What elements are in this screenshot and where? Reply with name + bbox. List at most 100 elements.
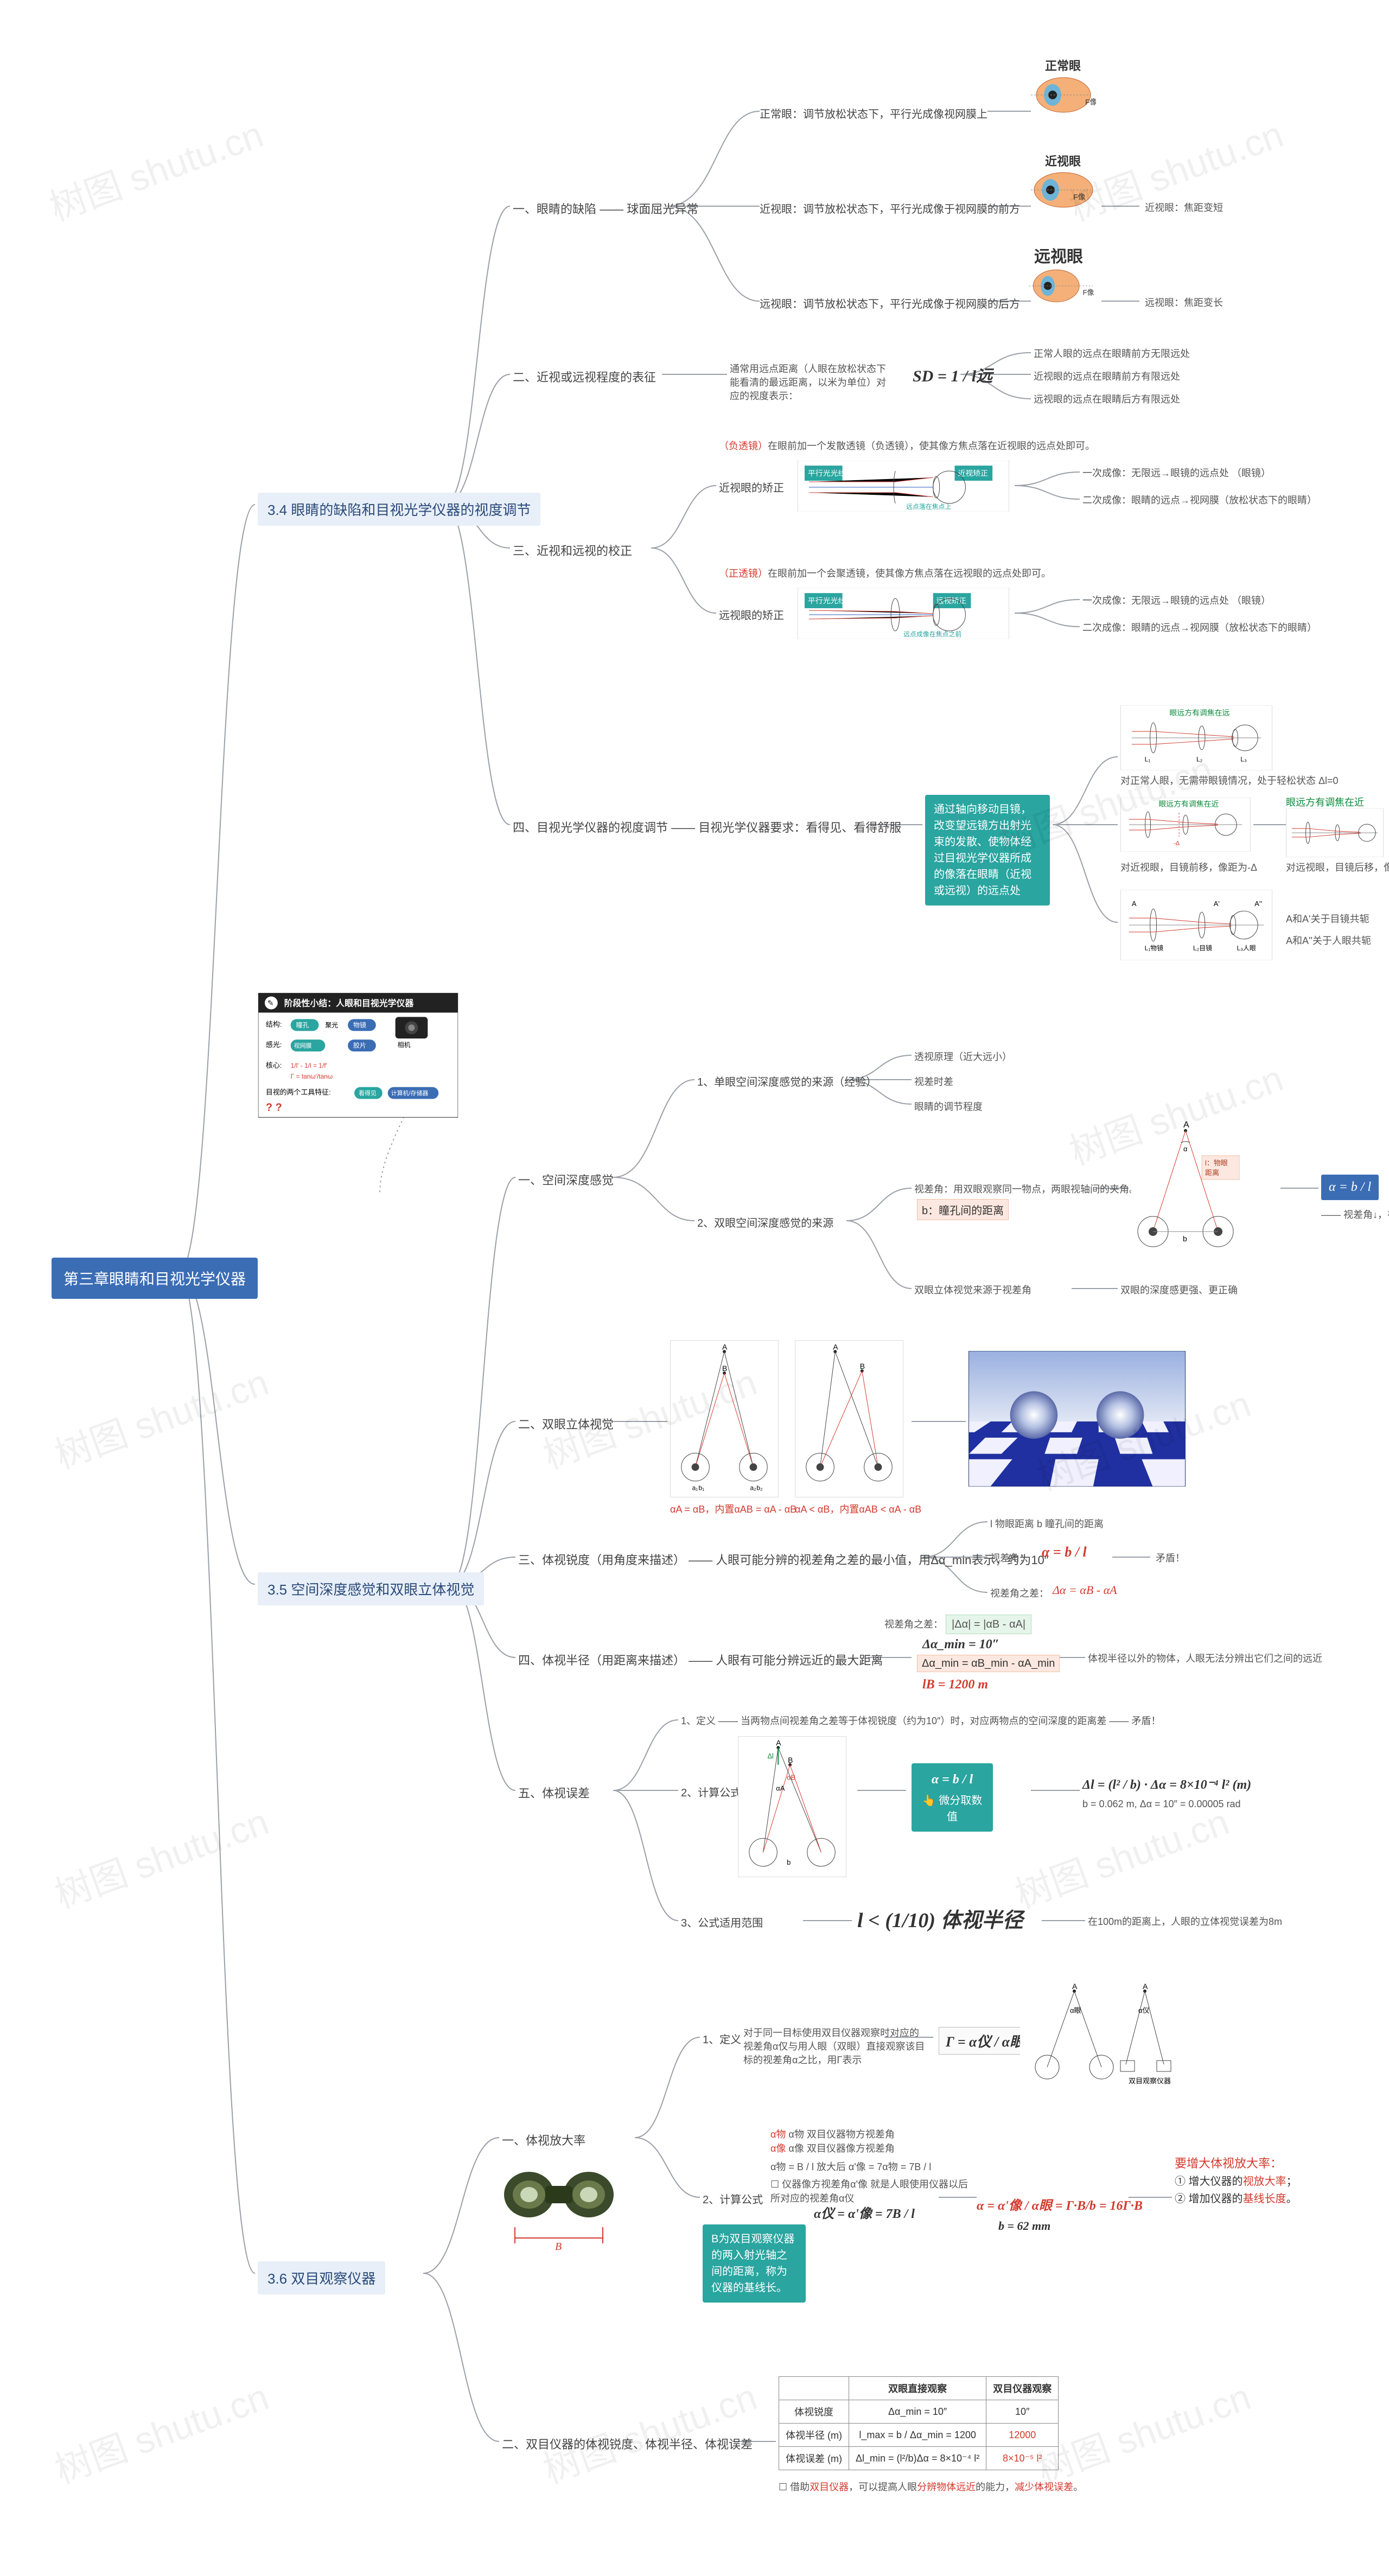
s36-i2-foot: ☐ 借助双目仪器，可以提高人眼分辨物体远近的能力，减少体视误差。 xyxy=(779,2479,1083,2494)
svg-text:A: A xyxy=(722,1342,728,1351)
s34-i3a-n1: 一次成像：无限远→眼镜的远点处 （眼镜） xyxy=(1082,466,1271,480)
s35-i1a-n1: 透视原理（近大远小） xyxy=(914,1049,1012,1063)
s36-i1-2: 2、计算公式 xyxy=(703,2191,763,2207)
svg-text:近视矫正: 近视矫正 xyxy=(958,469,988,477)
svg-text:相机: 相机 xyxy=(398,1041,411,1049)
s35-i1b-n2: 双眼立体视觉来源于视差角 xyxy=(914,1283,1031,1297)
i4-diagram-2: 眼远方有调焦在近-Δ xyxy=(1120,798,1251,852)
svg-text:? ?: ? ? xyxy=(266,1101,282,1113)
svg-text:L₃: L₃ xyxy=(1240,756,1247,763)
svg-text:看得见: 看得见 xyxy=(359,1089,377,1097)
s34-i2-n3: 远视眼的远点在眼睛后方有限远处 xyxy=(1034,392,1180,406)
s35-i3-n3: 视差角之差： xyxy=(990,1586,1049,1600)
svg-text:远点落在焦点上: 远点落在焦点上 xyxy=(906,503,952,511)
svg-text:F像: F像 xyxy=(1085,98,1096,106)
svg-text:b: b xyxy=(1183,1234,1187,1243)
svg-text:平行光光线: 平行光光线 xyxy=(808,596,846,605)
svg-text:α仪: α仪 xyxy=(1138,2006,1150,2014)
s34-i3b-n1: 一次成像：无限远→眼镜的远点处 （眼镜） xyxy=(1082,593,1271,607)
i4-diagram-2b xyxy=(1286,808,1384,857)
i4-diagram-3: AA'A''L₁物镜L₂目镜L₃人眼 xyxy=(1120,890,1272,960)
svg-text:核心:: 核心: xyxy=(266,1061,282,1069)
s35-i1a-n3: 眼睛的调节程度 xyxy=(914,1099,983,1113)
svg-text:远点成像在焦点之前: 远点成像在焦点之前 xyxy=(903,630,961,638)
s35-i1: 一、空间深度感觉 xyxy=(518,1171,614,1188)
svg-text:L₁物镜: L₁物镜 xyxy=(1145,945,1164,952)
s35-i3: 三、体视锐度（用角度来描述） —— 人眼可能分辨的视差角之差的最小值，用Δα_m… xyxy=(518,1551,1049,1568)
svg-text:A: A xyxy=(1132,900,1137,908)
svg-text:平行光光线: 平行光光线 xyxy=(808,469,846,477)
s34-i2-sd: SD = 1 / l远 xyxy=(913,362,992,386)
s36-i1-2-r: α = α'像 / α眼 = Γ·B/b = 16Γ·B xyxy=(977,2195,1143,2214)
s35-i4-t3: Δα_min = αB_min - αA_min xyxy=(917,1656,1060,1670)
svg-text:B: B xyxy=(555,2241,562,2253)
s36-i1-2-tip: B为双目观察仪器的两入射光轴之间的距离，称为仪器的基线长。 xyxy=(703,2224,806,2303)
s36-i2: 二、双目仪器的体视锐度、体视半径、体视误差 xyxy=(502,2435,753,2452)
s35-i3-n1: l 物眼距离 b 瞳孔间的距离 xyxy=(990,1516,1104,1531)
stereo-diag-2: A B xyxy=(795,1340,903,1497)
s35-i4-note: 体视半径以外的物体，人眼无法分辨出它们之间的远近 xyxy=(1088,1651,1322,1665)
s34-i3a-n2: 二次成像：眼睛的远点→视网膜（放松状态下的眼睛） xyxy=(1082,493,1317,507)
svg-text:Γ = tanω'/tanω: Γ = tanω'/tanω xyxy=(291,1073,333,1080)
s35-i2-cap1: αA = αB，内置αAB = αA - αB xyxy=(670,1502,779,1516)
root-node: 第三章眼睛和目视光学仪器 xyxy=(52,1258,258,1299)
svg-text:b₁: b₁ xyxy=(698,1484,704,1492)
svg-text:B: B xyxy=(860,1362,865,1370)
s35-i4-t4: lB = 1200 m xyxy=(922,1678,988,1692)
svg-text:视网膜: 视网膜 xyxy=(294,1042,312,1049)
s36-i1-2-b: b = 62 mm xyxy=(998,2219,1050,2233)
s34-i2-desc: 通常用远点距离（人眼在放松状态下能看清的最远距离，以米为单位）对应的视度表示： xyxy=(730,362,893,404)
svg-text:双目观察仪器: 双目观察仪器 xyxy=(1129,2077,1171,2085)
s35-i1a-n2: 视差时差 xyxy=(914,1074,953,1088)
s35-i1b-done: —— 视差角↓，视差角↓，物体距离远 xyxy=(1321,1207,1389,1221)
s36-i1-2-f: α仪 = α'像 = 7B / l xyxy=(814,2203,915,2222)
i4-r1b: 对正常人眼，无需带眼镜情况，处于轻松状态 Δl=0 xyxy=(1120,773,1339,787)
s36-i1-1-f: Γ = α仪 / α眼 xyxy=(939,2027,1031,2055)
svg-text:瞳孔: 瞳孔 xyxy=(296,1021,309,1029)
svg-text:B: B xyxy=(722,1364,727,1373)
svg-text:a₂: a₂ xyxy=(750,1484,757,1492)
stereo-render xyxy=(969,1351,1186,1487)
svg-text:计算机/存储器: 计算机/存储器 xyxy=(391,1089,429,1097)
s34-i3a-tip: （负透镜）在眼前加一个发散透镜（负透镜），使其像方焦点落在近视眼的远点处即可。 xyxy=(719,438,1095,452)
s35-i5-3-note: 在100m的距离上，人眼的立体视觉误差为8m xyxy=(1088,1914,1282,1928)
svg-text:物镜: 物镜 xyxy=(353,1021,366,1029)
svg-text:b₂: b₂ xyxy=(756,1484,763,1492)
svg-text:l：物眼: l：物眼 xyxy=(1205,1159,1228,1167)
section-36: 3.6 双目观察仪器 xyxy=(258,2261,385,2294)
svg-text:阶段性小结：人眼和目视光学仪器: 阶段性小结：人眼和目视光学仪器 xyxy=(284,998,415,1008)
svg-text:眼远方有调焦在远: 眼远方有调焦在远 xyxy=(1169,708,1229,717)
svg-text:感光:: 感光: xyxy=(266,1041,282,1049)
s34-i3b-n2: 二次成像：眼睛的远点→视网膜（放松状态下的眼睛） xyxy=(1082,620,1317,634)
i4-r2b: 对远视眼，目镜后移，像距为+Δ xyxy=(1286,860,1389,874)
watermark: 树图 shutu.cn xyxy=(534,2367,763,2494)
svg-text:L₂: L₂ xyxy=(1196,756,1203,763)
i5-diagram: A B b Δl αB αA xyxy=(738,1736,846,1877)
svg-text:A: A xyxy=(776,1738,781,1747)
svg-text:胶片: 胶片 xyxy=(353,1042,366,1049)
s36-i1: 一、体视放大率 xyxy=(502,2131,585,2148)
i4-r2a: 对近视眼，目镜前移，像距为-Δ xyxy=(1120,860,1257,874)
s35-i3-n2-f: α = b / l xyxy=(1042,1544,1087,1560)
s34-i1c: 远视眼：调节放松状态下，平行光成像于视网膜的后方 xyxy=(760,295,1020,311)
s34-i1b-note: 近视眼：焦距变短 xyxy=(1145,200,1223,214)
summary-box: ✎ 阶段性小结：人眼和目视光学仪器 结构: 瞳孔 聚光 物镜 相机 感光: 视网… xyxy=(258,993,458,1118)
s35-i3-n2: 视差角： xyxy=(990,1551,1029,1565)
svg-text:α: α xyxy=(1183,1145,1188,1153)
watermark: 树图 shutu.cn xyxy=(1028,2367,1257,2494)
binoculars-icon: B xyxy=(491,2157,627,2260)
s36-i1-2-t12: α物 α物 双目仪器物方视差角 α像 α像 双目仪器像方视差角 xyxy=(770,2127,933,2155)
watermark: 树图 shutu.cn xyxy=(46,1792,275,1919)
s34-i1b: 近视眼：调节放松状态下，平行光成像于视网膜的前方 xyxy=(760,200,1020,216)
s34-i2: 二、近视或远视程度的表征 xyxy=(513,368,656,385)
s35-i3-n2-end: 矛盾！ xyxy=(1156,1551,1185,1565)
i4-diagram-1: 眼远方有调焦在远L₁L₂L₃ xyxy=(1120,705,1272,770)
s35-i4-t: 视差角之差： |Δα| = |αB - αA| xyxy=(884,1617,1031,1631)
svg-text:F像: F像 xyxy=(1073,193,1086,201)
s34-i3: 三、近视和远视的校正 xyxy=(513,541,632,559)
section-35: 3.5 空间深度感觉和双眼立体视觉 xyxy=(258,1572,484,1605)
s35-i5-2-f3: b = 0.062 m, Δα = 10″ = 0.00005 rad xyxy=(1082,1799,1241,1810)
i4-r3a: A和A'关于目镜共轭 xyxy=(1286,911,1369,926)
svg-text:-Δ: -Δ xyxy=(1174,840,1180,847)
eye-hyperopia-icon: F像 xyxy=(1029,266,1094,309)
